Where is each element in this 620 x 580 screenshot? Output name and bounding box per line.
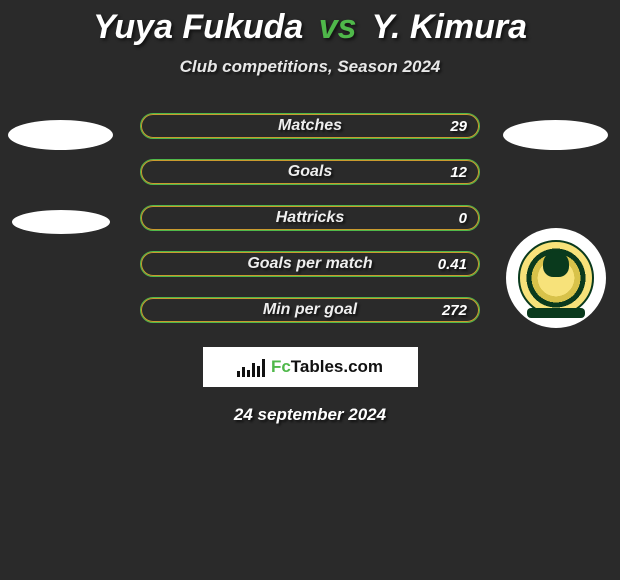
stat-bar: Goals 12 — [140, 159, 480, 185]
right-club-ellipse-1 — [503, 120, 608, 150]
left-club-ellipse-2 — [12, 210, 110, 234]
stat-bar: Hattricks 0 — [140, 205, 480, 231]
player2-name: Y. Kimura — [371, 8, 527, 46]
left-badges — [8, 120, 113, 234]
stat-bar-value-right: 29 — [450, 118, 467, 135]
left-club-ellipse-1 — [8, 120, 113, 150]
brand-text-prefix: Fc — [271, 357, 291, 376]
stat-bar-label: Hattricks — [276, 209, 344, 227]
club-ribbon — [527, 308, 585, 318]
stat-bar-value-right: 0.41 — [438, 256, 467, 273]
stat-bar: Goals per match 0.41 — [140, 251, 480, 277]
page-title: Yuya Fukuda vs Y. Kimura — [0, 0, 620, 47]
vs-text: vs — [319, 8, 357, 46]
brand-text-main: Tables — [291, 357, 344, 376]
subtitle: Club competitions, Season 2024 — [0, 57, 620, 77]
stat-bar-label: Goals — [288, 163, 332, 181]
player1-name: Yuya Fukuda — [93, 8, 303, 46]
stat-bar: Matches 29 — [140, 113, 480, 139]
stat-bar-value-right: 12 — [450, 164, 467, 181]
stat-bar-label: Goals per match — [247, 255, 372, 273]
stat-bar-value-right: 0 — [459, 210, 467, 227]
stat-bar-value-right: 272 — [442, 302, 467, 319]
stats-bars: Matches 29 Goals 12 Hattricks 0 Goals per matc… — [140, 113, 480, 323]
date-label: 24 september 2024 — [0, 405, 620, 425]
right-badges — [503, 120, 608, 328]
brand-text: FcTables.com — [271, 357, 383, 377]
stat-bar-label: Min per goal — [263, 301, 357, 319]
brand-logo: FcTables.com — [203, 347, 418, 387]
right-club-badge — [506, 228, 606, 328]
stat-bar-label: Matches — [278, 117, 342, 135]
stat-bar: Min per goal 272 — [140, 297, 480, 323]
brand-bars-icon — [237, 357, 265, 377]
club-crest-icon — [518, 240, 594, 316]
brand-text-suffix: .com — [343, 357, 383, 376]
